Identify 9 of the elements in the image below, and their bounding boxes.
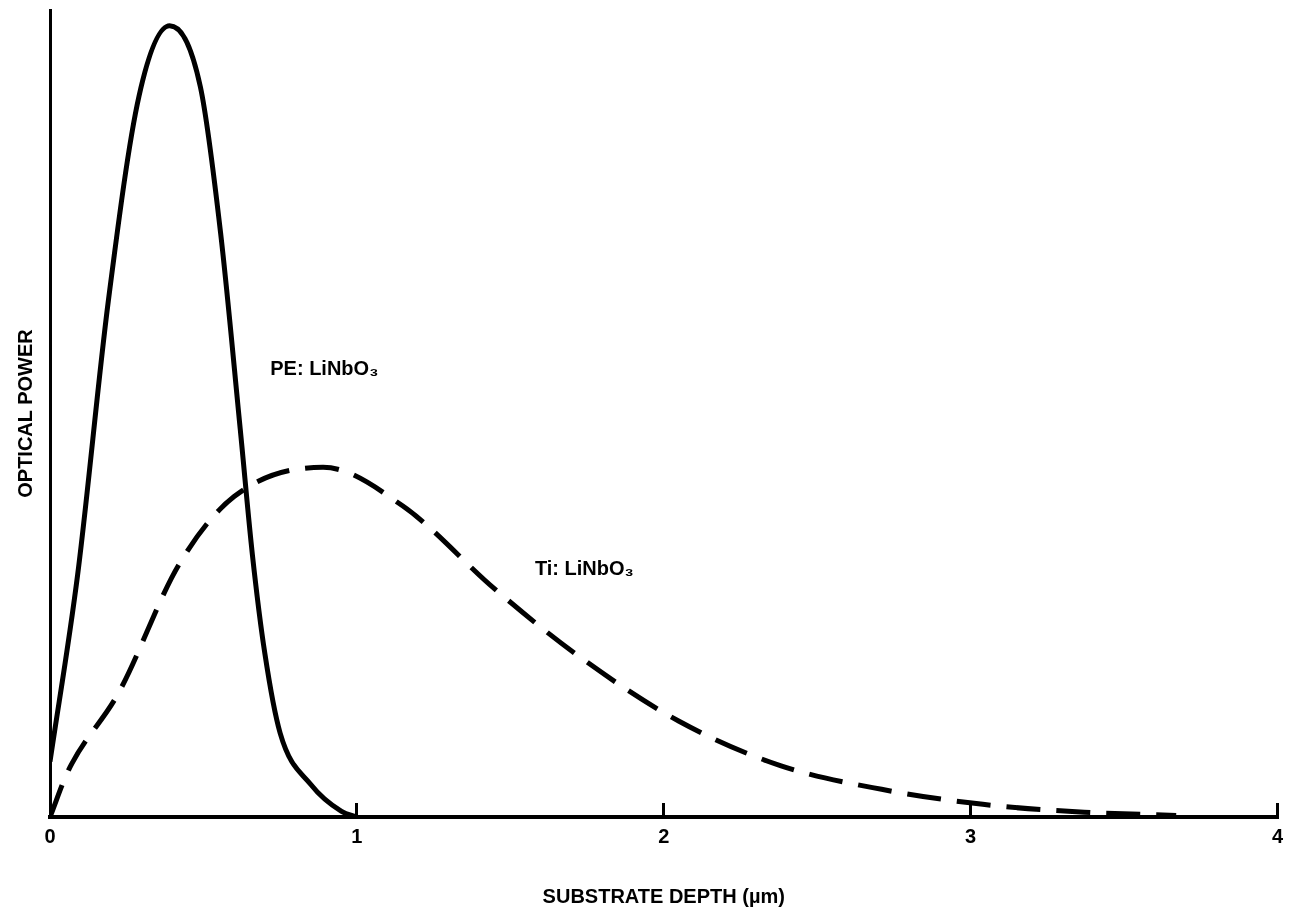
x-tick-label: 1 (351, 824, 363, 847)
x-tick-label: 2 (658, 824, 670, 847)
x-tick-label: 0 (44, 824, 56, 847)
series-label: PE: LiNbO₃ (270, 356, 379, 379)
x-axis-title: SUBSTRATE DEPTH (µm) (542, 884, 785, 907)
y-axis-title: OPTICAL POWER (13, 328, 36, 498)
x-tick-label: 4 (1271, 824, 1284, 847)
series-label: Ti: LiNbO₃ (534, 556, 634, 579)
x-tick-label: 3 (965, 824, 977, 847)
